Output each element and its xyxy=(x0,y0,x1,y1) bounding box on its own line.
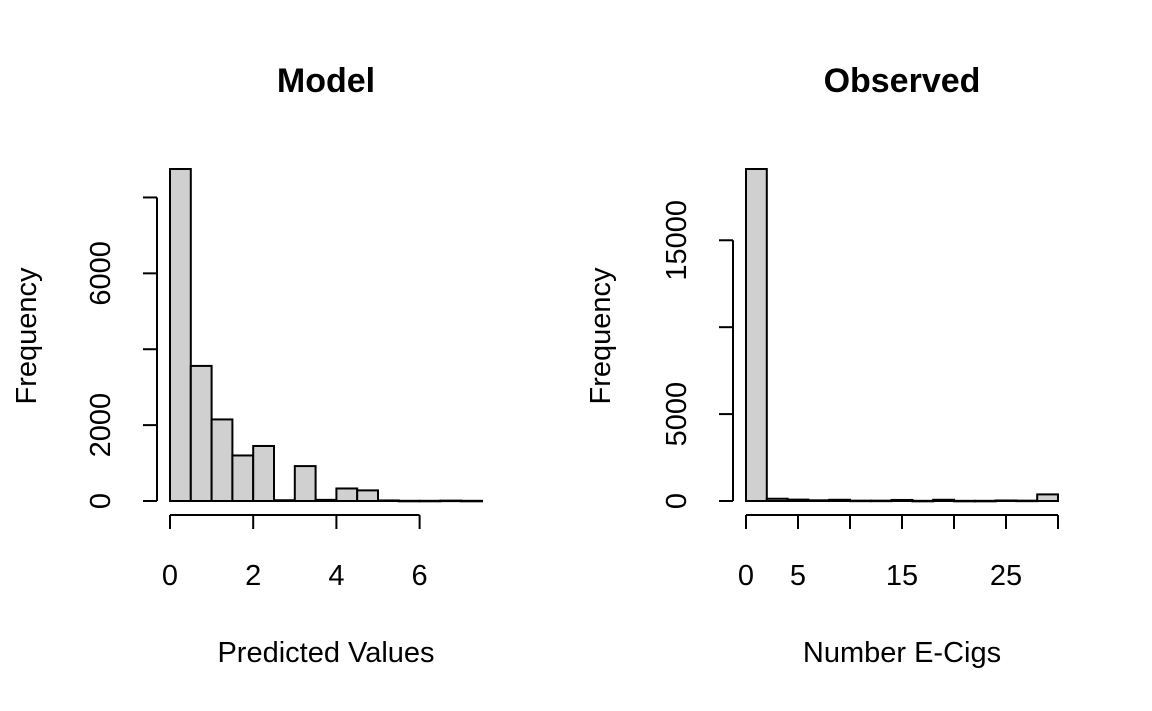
observed-chart-title: Observed xyxy=(824,62,981,100)
observed-bar-11 xyxy=(973,499,997,503)
model-y-tick-label-3: 6000 xyxy=(85,241,117,306)
observed-bar-6 xyxy=(869,499,893,503)
observed-y-tick-label-1: 5000 xyxy=(661,382,693,447)
observed-y-tick-label-0: 0 xyxy=(661,493,693,509)
model-histogram-panel: Model Predicted Values Frequency 0 2 4 6 0 2… xyxy=(11,62,484,669)
model-bar-13 xyxy=(439,499,463,503)
model-chart-title: Model xyxy=(277,62,375,100)
model-y-tick-label-1: 2000 xyxy=(85,393,117,458)
observed-x-axis-label: Number E-Cigs xyxy=(803,637,1001,669)
model-bar-12 xyxy=(418,499,442,503)
observed-bar-12 xyxy=(994,499,1018,503)
model-bar-7 xyxy=(314,498,338,503)
model-y-axis: 0 2000 6000 xyxy=(85,196,158,509)
model-x-tick-label-0: 0 xyxy=(162,560,178,592)
observed-histogram-panel: Observed Number E-Cigs Frequency 0 5 15 25 … xyxy=(585,62,1059,669)
observed-bars xyxy=(745,168,1059,503)
model-bar-1 xyxy=(189,364,213,502)
observed-bar-8 xyxy=(911,499,935,503)
model-bar-9 xyxy=(356,489,380,503)
observed-bar-0 xyxy=(745,168,768,502)
model-y-tick-label-0: 0 xyxy=(85,493,117,509)
observed-bar-1 xyxy=(765,497,789,503)
model-bar-14 xyxy=(460,499,484,503)
model-bar-0 xyxy=(169,168,192,502)
model-bars xyxy=(169,168,484,503)
model-bar-5 xyxy=(273,499,296,503)
observed-x-tick-label-3: 15 xyxy=(886,560,918,592)
model-bar-8 xyxy=(335,487,359,502)
observed-x-tick-label-5: 25 xyxy=(990,560,1022,592)
model-x-tick-label-3: 6 xyxy=(412,560,428,592)
observed-bar-3 xyxy=(807,499,831,503)
observed-bar-5 xyxy=(849,499,872,503)
observed-y-axis: 0 5000 15000 xyxy=(661,200,734,509)
model-bar-6 xyxy=(293,465,317,502)
model-bar-3 xyxy=(231,454,255,502)
model-x-axis-label: Predicted Values xyxy=(217,637,434,669)
model-x-axis: 0 2 4 6 xyxy=(162,514,428,592)
observed-bar-2 xyxy=(786,498,810,503)
observed-x-tick-label-0: 0 xyxy=(738,560,754,592)
observed-x-axis: 0 5 15 25 xyxy=(738,514,1059,592)
model-bar-11 xyxy=(397,499,421,503)
model-bar-4 xyxy=(252,444,275,502)
model-bar-10 xyxy=(377,499,400,502)
observed-x-tick-label-1: 5 xyxy=(790,560,806,592)
observed-y-axis-label: Frequency xyxy=(585,267,617,405)
observed-bar-14 xyxy=(1036,493,1059,503)
model-y-axis-label: Frequency xyxy=(11,267,43,405)
observed-bar-10 xyxy=(953,499,976,503)
observed-bar-7 xyxy=(890,498,914,502)
model-bar-2 xyxy=(210,418,234,502)
observed-y-tick-label-3: 15000 xyxy=(661,200,693,281)
observed-bar-9 xyxy=(932,498,956,502)
model-x-tick-label-1: 2 xyxy=(245,560,261,592)
model-x-tick-label-2: 4 xyxy=(328,560,344,592)
observed-bar-13 xyxy=(1015,499,1039,503)
observed-bar-4 xyxy=(828,498,852,502)
